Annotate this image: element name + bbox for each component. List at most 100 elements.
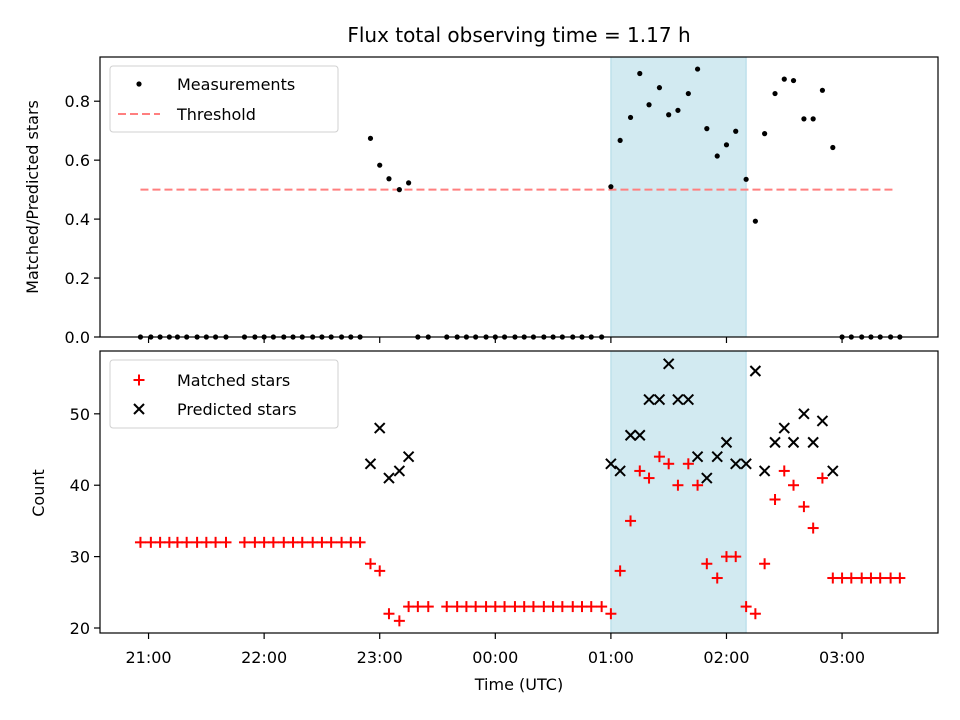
predicted-star-point	[807, 436, 819, 449]
matched-star-point	[894, 572, 906, 584]
predicted-star-point	[374, 422, 386, 434]
measurement-point	[801, 116, 807, 122]
measurement-point	[781, 76, 787, 82]
predicted-star-point	[691, 450, 704, 463]
matched-star-point	[672, 479, 684, 491]
x-tick-label: 21:00	[125, 648, 171, 667]
top-panel: 0.00.20.40.60.8 Matched/Predicted stars …	[23, 56, 939, 347]
matched-star-point	[518, 601, 530, 613]
predicted-star-point	[653, 393, 666, 406]
x-tick-label: 02:00	[703, 648, 749, 667]
matched-star-point	[614, 565, 626, 577]
matched-star-point	[625, 515, 637, 527]
matched-star-point	[171, 536, 183, 548]
matched-star-point	[480, 601, 492, 613]
matched-star-point	[605, 608, 617, 620]
matched-star-point	[730, 551, 742, 563]
measurement-point	[819, 87, 826, 93]
highlight-span-rect	[610, 350, 747, 634]
measurement-point	[830, 144, 836, 151]
matched-star-point	[191, 536, 203, 548]
predicted-star-point	[364, 458, 377, 470]
measurement-point	[675, 107, 681, 113]
measurement-point	[637, 70, 643, 77]
predicted-star-point	[827, 465, 839, 477]
x-tick-label: 22:00	[241, 648, 287, 667]
matched-star-point	[845, 572, 857, 584]
predicted-star-point	[816, 415, 829, 427]
measurement-point	[772, 90, 778, 97]
matched-star-point	[720, 551, 732, 563]
measurement-point	[617, 137, 623, 144]
matched-star-point	[749, 608, 761, 620]
predicted-star-point	[643, 393, 655, 406]
predicted-star-point	[720, 436, 733, 449]
bottom-y-tick-label: 30	[70, 548, 90, 567]
top-x-ticks	[147, 337, 843, 343]
x-tick-label: 03:00	[819, 648, 865, 667]
matched-star-point	[874, 572, 886, 584]
matched-star-point	[296, 536, 308, 548]
measurement-point	[704, 126, 710, 132]
bottom-y-tick-label: 40	[70, 476, 90, 495]
top-y-tick-label: 0.6	[65, 151, 90, 170]
legend-matched-label: Matched stars	[177, 371, 290, 390]
matched-star-point	[134, 536, 146, 548]
matched-star-point	[769, 493, 781, 505]
matched-star-point	[778, 465, 790, 477]
measurement-point	[790, 77, 797, 84]
measurement-point	[762, 131, 768, 137]
predicted-star-point	[634, 429, 646, 441]
measurement-point	[714, 153, 720, 159]
matched-star-point	[692, 479, 704, 491]
matched-star-point	[836, 572, 848, 584]
top-legend-box	[109, 65, 339, 133]
predicted-star-point	[402, 450, 415, 463]
legend-predicted-label: Predicted stars	[177, 400, 297, 419]
measurement-point	[694, 66, 701, 72]
predicted-star-point	[711, 450, 723, 463]
matched-star-point	[711, 572, 723, 584]
matched-star-point	[460, 601, 472, 613]
bottom-y-axis-label: Count	[29, 469, 48, 517]
legend-measurements-label: Measurements	[177, 75, 295, 94]
predicted-star-point	[740, 458, 752, 470]
predicted-star-point	[758, 465, 771, 477]
matched-star-point	[567, 601, 579, 613]
predicted-star-point	[383, 472, 395, 484]
matched-star-point	[827, 572, 839, 584]
matched-star-point	[585, 601, 597, 613]
matched-star-point	[316, 536, 328, 548]
matched-star-point	[403, 601, 415, 613]
predicted-star-point	[778, 422, 790, 434]
measurement-point	[377, 162, 383, 168]
matched-star-point	[210, 536, 222, 548]
x-axis-label: Time (UTC)	[474, 675, 563, 694]
measurement-point	[646, 102, 652, 108]
bottom-panel: 20 30 40 50 21:00 22:00 23:00 00:00 01:00 02:00 0…	[29, 350, 939, 694]
measurement-point	[743, 176, 749, 182]
predicted-star-point	[701, 472, 713, 484]
matched-star-point	[307, 536, 319, 548]
top-highlight-span	[610, 56, 747, 338]
predicted-star-point	[672, 393, 684, 406]
bottom-axes-frame	[99, 350, 939, 634]
matched-star-point	[798, 501, 810, 513]
top-y-tick-label: 0.0	[65, 328, 90, 347]
matched-star-point	[547, 601, 559, 613]
matched-star-point	[499, 601, 511, 613]
matched-star-point	[383, 608, 395, 620]
legend-predicted-marker	[133, 403, 145, 415]
bottom-highlight-span	[610, 350, 747, 634]
top-legend: Measurements Threshold	[109, 65, 339, 133]
measurement-point	[810, 116, 816, 122]
measurement-point	[627, 114, 634, 121]
matched-star-point	[740, 601, 752, 613]
x-tick-label: 23:00	[357, 648, 403, 667]
predicted-star-point	[682, 393, 695, 406]
matched-star-point	[258, 536, 270, 548]
matched-star-point	[249, 536, 261, 548]
matched-star-point	[345, 536, 357, 548]
matched-star-point	[238, 536, 250, 548]
